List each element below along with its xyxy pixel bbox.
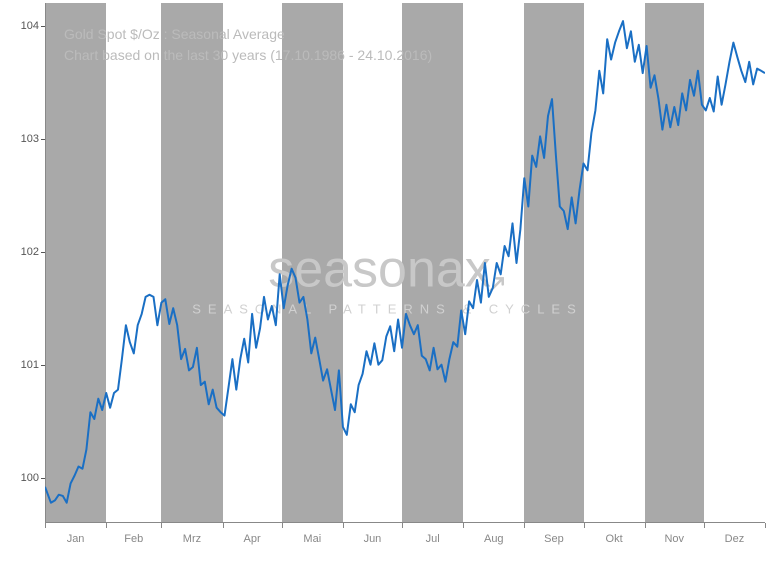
- x-tick-label: Mai: [303, 523, 321, 545]
- month-band: [45, 3, 106, 523]
- x-tick-mark: [645, 523, 646, 528]
- month-band: [645, 3, 704, 523]
- chart-title-line1: Gold Spot $/Oz : Seasonal Average: [64, 24, 432, 45]
- month-band: [463, 3, 524, 523]
- y-axis-line: [45, 3, 46, 523]
- x-tick-label: Dez: [725, 523, 745, 545]
- plot-area: JanFebMrzAprMaiJunJulAugSepOktNovDez1001…: [45, 3, 765, 523]
- month-band: [161, 3, 222, 523]
- y-tick-mark: [41, 365, 45, 366]
- x-tick-label: Aug: [484, 523, 504, 545]
- x-tick-mark: [45, 523, 46, 528]
- y-tick-mark: [41, 139, 45, 140]
- month-band: [223, 3, 282, 523]
- x-tick-mark: [704, 523, 705, 528]
- month-band: [343, 3, 402, 523]
- month-band: [524, 3, 583, 523]
- x-tick-mark: [343, 523, 344, 528]
- x-tick-label: Apr: [244, 523, 261, 545]
- month-band: [282, 3, 343, 523]
- x-tick-label: Sep: [544, 523, 564, 545]
- x-tick-mark: [402, 523, 403, 528]
- month-band: [402, 3, 463, 523]
- x-tick-mark: [584, 523, 585, 528]
- month-band: [106, 3, 161, 523]
- seasonal-chart: JanFebMrzAprMaiJunJulAugSepOktNovDez1001…: [0, 0, 775, 567]
- x-tick-label: Okt: [606, 523, 623, 545]
- x-tick-mark: [463, 523, 464, 528]
- x-tick-mark: [524, 523, 525, 528]
- x-tick-mark: [282, 523, 283, 528]
- x-tick-mark: [161, 523, 162, 528]
- y-tick-mark: [41, 252, 45, 253]
- x-tick-mark: [106, 523, 107, 528]
- x-tick-label: Jul: [426, 523, 440, 545]
- x-tick-mark: [765, 523, 766, 528]
- x-tick-mark: [223, 523, 224, 528]
- x-tick-label: Jun: [364, 523, 382, 545]
- month-band: [704, 3, 765, 523]
- x-tick-label: Mrz: [183, 523, 201, 545]
- chart-title-line2: Chart based on the last 30 years (17.10.…: [64, 45, 432, 66]
- x-tick-label: Nov: [664, 523, 684, 545]
- y-tick-mark: [41, 26, 45, 27]
- x-tick-label: Feb: [124, 523, 143, 545]
- month-band: [584, 3, 645, 523]
- chart-title: Gold Spot $/Oz : Seasonal Average Chart …: [64, 24, 432, 66]
- x-tick-label: Jan: [67, 523, 85, 545]
- y-tick-mark: [41, 478, 45, 479]
- x-axis-line: [45, 522, 765, 523]
